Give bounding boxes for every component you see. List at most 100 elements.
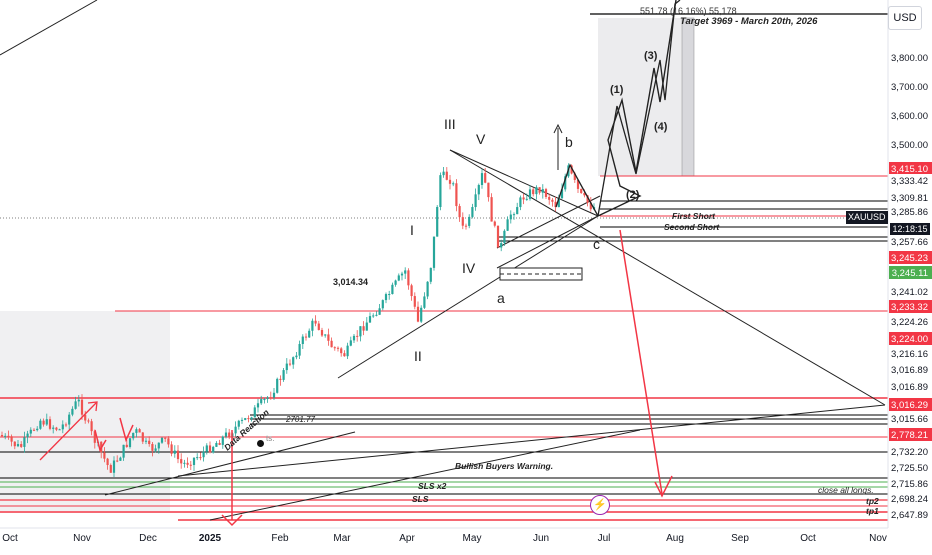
- tp2-label: tp2: [866, 496, 879, 506]
- candle-body: [106, 458, 109, 466]
- trend-lower-2: [177, 404, 886, 477]
- candle-body: [368, 316, 372, 323]
- level-lines: [0, 13, 888, 521]
- candle-body: [199, 457, 202, 459]
- price-tag-bg: [889, 363, 932, 376]
- candle-body: [170, 444, 173, 454]
- price-tag-bg: [889, 174, 932, 187]
- candle-body: [439, 175, 442, 207]
- candle-body: [535, 187, 538, 195]
- x-tick-label: Jun: [533, 533, 549, 544]
- price-3014-label: 3,014.34: [333, 277, 369, 287]
- wave-label-c: c: [593, 236, 600, 252]
- x-tick-label: Dec: [139, 533, 157, 544]
- candle-body: [541, 189, 544, 193]
- event-icon[interactable]: ⚡: [590, 495, 610, 515]
- candle-body: [32, 429, 36, 431]
- candle-body: [263, 399, 266, 401]
- wave-label-III: III: [444, 116, 456, 132]
- candle-body: [55, 427, 58, 430]
- wave-label-a: a: [497, 290, 505, 306]
- candle-body: [314, 320, 317, 324]
- price-tag-bg: [889, 477, 932, 490]
- candle-body: [477, 184, 480, 195]
- candle-body: [212, 446, 215, 453]
- candle-body: [93, 431, 96, 443]
- candle-body: [157, 442, 160, 449]
- price-tag-bg: [889, 461, 932, 474]
- currency-label[interactable]: USD: [888, 6, 922, 30]
- candle-body: [109, 465, 112, 473]
- candle-body: [375, 314, 378, 316]
- candle-body: [404, 270, 407, 274]
- close-all-longs-label: close all longs.: [818, 485, 874, 495]
- candle-body: [311, 320, 314, 331]
- x-tick-label: Mar: [333, 533, 351, 544]
- candle-body: [10, 436, 13, 442]
- candle-body: [183, 462, 186, 464]
- candle-body: [298, 344, 301, 356]
- price-tag-bg: [889, 332, 932, 345]
- candle-body: [42, 420, 45, 425]
- price-tag-label: 3,309.81: [891, 193, 928, 204]
- candle-body: [308, 330, 311, 338]
- candle-body: [138, 429, 141, 433]
- price-tag-bg: [889, 300, 932, 313]
- candle-body: [378, 308, 381, 315]
- candle-body: [215, 442, 218, 447]
- projection-path: [597, 0, 677, 217]
- candle-body: [260, 399, 263, 404]
- trend-a-line: [496, 215, 599, 269]
- candle-body: [436, 206, 439, 237]
- price-tag-label: 3,415.10: [891, 164, 928, 175]
- candle-body: [589, 202, 592, 210]
- candle-body: [39, 420, 42, 429]
- x-tick-label: Nov: [869, 533, 887, 544]
- wave-label-I: I: [410, 222, 414, 238]
- candle-body: [247, 418, 250, 420]
- candle-body: [141, 432, 144, 442]
- price-tag-label: 3,016.29: [891, 400, 928, 411]
- candle-body: [90, 421, 93, 432]
- candle-body: [276, 378, 279, 393]
- candle-body: [167, 438, 170, 445]
- candle-body: [397, 275, 400, 281]
- candle-body: [480, 173, 484, 185]
- candle-body: [13, 441, 16, 447]
- candle-body: [228, 432, 231, 437]
- candle-body: [381, 300, 384, 309]
- x-tick-label: Nov: [73, 533, 91, 544]
- price-tag-label: 3,015.66: [891, 414, 928, 425]
- candle-body: [528, 189, 532, 199]
- candle-body: [74, 401, 77, 409]
- price-tag-label: 2,732.20: [891, 447, 928, 458]
- wave-label-3: (3): [644, 50, 658, 62]
- candle-body: [442, 171, 445, 176]
- price-tag-label: 3,257.66: [891, 237, 928, 248]
- candle-body: [548, 196, 551, 200]
- tp1-label: tp1: [866, 506, 879, 516]
- price-tag-bg: [889, 251, 932, 264]
- price-2701-label: 2701.77: [286, 415, 315, 424]
- candle-body: [135, 429, 138, 433]
- candle-body: [266, 397, 269, 400]
- candle-body: [493, 221, 496, 226]
- price-tag-bg: [889, 412, 932, 425]
- candle-body: [365, 322, 368, 331]
- candle-body: [346, 345, 349, 357]
- candle-body: [320, 329, 324, 336]
- candle-body: [205, 445, 208, 452]
- candle-body: [16, 444, 20, 447]
- candle-body: [343, 353, 346, 357]
- candle-body: [570, 165, 573, 174]
- measure-label: 551.78 (16.16%) 55,178: [640, 6, 737, 16]
- candle-body: [29, 429, 32, 434]
- candle-body: [122, 444, 125, 458]
- price-tag-label: 3,233.32: [891, 302, 928, 313]
- candle-body: [420, 307, 423, 322]
- candle-body: [317, 323, 320, 330]
- price-tag-label: 3,016.89: [891, 365, 928, 376]
- candle-body: [349, 340, 352, 346]
- candle-body: [116, 460, 119, 462]
